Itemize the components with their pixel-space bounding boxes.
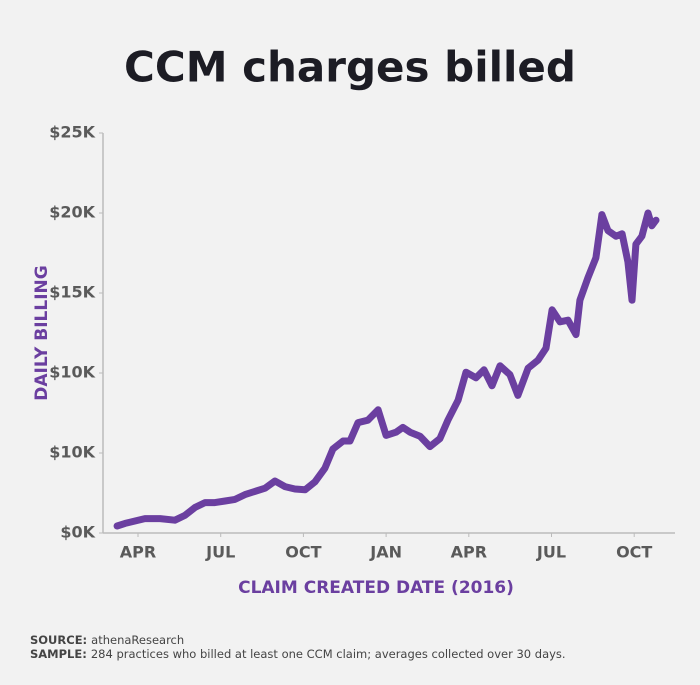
y-tick-label: $10K <box>49 443 95 462</box>
y-axis-label: DAILY BILLING <box>32 265 52 400</box>
x-tick-label: JUL <box>205 543 235 562</box>
footnote-label: SAMPLE: <box>30 647 87 661</box>
y-tick-label: $20K <box>49 203 95 222</box>
y-tick-label: $0K <box>60 523 95 542</box>
footnote-text: athenaResearch <box>91 633 184 647</box>
x-axis-label: CLAIM CREATED DATE (2016) <box>238 578 514 598</box>
footnote: SOURCE: athenaResearch <box>30 633 184 647</box>
footnote-label: SOURCE: <box>30 633 87 647</box>
footnote: SAMPLE: 284 practices who billed at least… <box>30 647 566 661</box>
y-tick-label: $25K <box>49 123 95 142</box>
x-tick-label: APR <box>451 543 487 562</box>
y-tick-label: $10K <box>49 363 95 382</box>
line-series <box>113 209 660 530</box>
y-tick-label: $15K <box>49 283 95 302</box>
x-tick-label: JAN <box>369 543 402 562</box>
x-tick-label: OCT <box>616 543 652 562</box>
x-tick-label: OCT <box>285 543 321 562</box>
x-tick-label: JUL <box>536 543 566 562</box>
chart-title: CCM charges billed <box>124 43 576 92</box>
footnote-text: 284 practices who billed at least one CC… <box>91 647 566 661</box>
x-tick-label: APR <box>120 543 156 562</box>
